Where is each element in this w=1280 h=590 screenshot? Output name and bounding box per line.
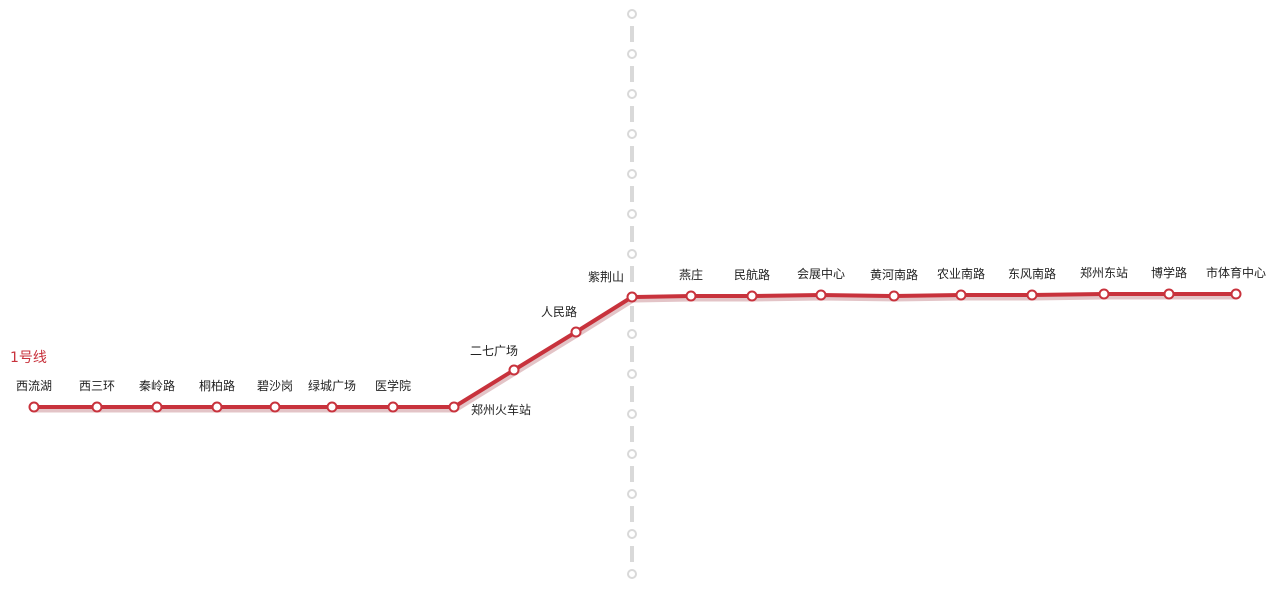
- crossing-line-station-marker: [627, 529, 637, 539]
- station-marker[interactable]: [815, 289, 827, 301]
- crossing-line-station-marker: [627, 49, 637, 59]
- station[interactable]: 秦岭路: [139, 378, 175, 413]
- station[interactable]: 东风南路: [1008, 266, 1056, 301]
- station-marker[interactable]: [746, 290, 758, 302]
- station-marker[interactable]: [91, 401, 103, 413]
- crossing-line-station-marker: [627, 129, 637, 139]
- crossing-line-station-marker: [627, 169, 637, 179]
- station-label[interactable]: 燕庄: [679, 267, 703, 282]
- station[interactable]: 郑州火车站: [448, 401, 532, 417]
- station[interactable]: 市体育中心: [1206, 265, 1266, 300]
- station[interactable]: 郑州东站: [1080, 265, 1128, 300]
- station[interactable]: 绿城广场: [308, 378, 356, 413]
- station-label[interactable]: 市体育中心: [1206, 265, 1266, 280]
- crossing-line-station-marker: [627, 9, 637, 19]
- station-label[interactable]: 医学院: [375, 378, 411, 393]
- station-marker[interactable]: [387, 401, 399, 413]
- station[interactable]: 紫荆山: [588, 270, 638, 303]
- station-marker[interactable]: [151, 401, 163, 413]
- station-marker[interactable]: [570, 326, 582, 338]
- station[interactable]: 会展中心: [797, 266, 845, 301]
- station[interactable]: 西三环: [79, 379, 115, 413]
- crossing-line-station-marker: [627, 489, 637, 499]
- station-marker[interactable]: [211, 401, 223, 413]
- crossing-line-station-marker: [627, 409, 637, 419]
- station-label[interactable]: 民航路: [734, 267, 770, 282]
- station-label[interactable]: 人民路: [541, 304, 577, 319]
- station[interactable]: 燕庄: [679, 267, 703, 302]
- station-marker[interactable]: [955, 289, 967, 301]
- line-1-track: [34, 292, 1236, 409]
- station-label[interactable]: 农业南路: [937, 266, 985, 281]
- station-marker[interactable]: [1098, 288, 1110, 300]
- line-1-track-shadow: [35, 294, 1237, 413]
- station-label[interactable]: 秦岭路: [139, 378, 175, 393]
- station-label[interactable]: 郑州东站: [1080, 265, 1128, 280]
- station-marker[interactable]: [888, 290, 900, 302]
- crossing-line-station-marker: [627, 569, 637, 579]
- crossing-line: [627, 9, 637, 579]
- line-title: 1号线: [10, 350, 47, 366]
- station-label[interactable]: 郑州火车站: [471, 402, 531, 417]
- station[interactable]: 桐柏路: [199, 378, 235, 413]
- station-marker[interactable]: [626, 291, 638, 303]
- crossing-line-station-marker: [627, 89, 637, 99]
- station[interactable]: 医学院: [375, 378, 411, 413]
- station-marker[interactable]: [28, 401, 40, 413]
- station-label[interactable]: 二七广场: [470, 344, 518, 358]
- station-label[interactable]: 绿城广场: [308, 378, 356, 393]
- crossing-line-station-marker: [627, 329, 637, 339]
- station-label[interactable]: 会展中心: [797, 266, 845, 281]
- station-marker[interactable]: [1026, 289, 1038, 301]
- station-marker[interactable]: [685, 290, 697, 302]
- crossing-line-station-marker: [627, 249, 637, 259]
- station-marker[interactable]: [326, 401, 338, 413]
- station[interactable]: 西流湖: [16, 378, 52, 413]
- station[interactable]: 农业南路: [937, 266, 985, 301]
- station[interactable]: 博学路: [1151, 265, 1187, 300]
- station[interactable]: 碧沙岗: [257, 379, 293, 413]
- station-label[interactable]: 博学路: [1151, 265, 1187, 280]
- station-marker[interactable]: [1230, 288, 1242, 300]
- station[interactable]: 民航路: [734, 267, 770, 302]
- crossing-line-station-marker: [627, 369, 637, 379]
- station-label[interactable]: 西三环: [79, 379, 115, 393]
- station-label[interactable]: 西流湖: [16, 378, 52, 393]
- crossing-line-station-marker: [627, 209, 637, 219]
- station[interactable]: 二七广场: [470, 344, 520, 376]
- station-marker[interactable]: [448, 401, 460, 413]
- station[interactable]: 黄河南路: [870, 267, 918, 302]
- station-label[interactable]: 黄河南路: [870, 267, 918, 282]
- station-marker[interactable]: [508, 364, 520, 376]
- station-marker[interactable]: [269, 401, 281, 413]
- crossing-line-station-marker: [627, 449, 637, 459]
- station-label[interactable]: 东风南路: [1008, 266, 1056, 281]
- station-marker[interactable]: [1163, 288, 1175, 300]
- station-label[interactable]: 紫荆山: [588, 270, 624, 284]
- station-label[interactable]: 碧沙岗: [257, 379, 293, 393]
- station[interactable]: 人民路: [541, 304, 582, 338]
- station-label[interactable]: 桐柏路: [199, 378, 235, 393]
